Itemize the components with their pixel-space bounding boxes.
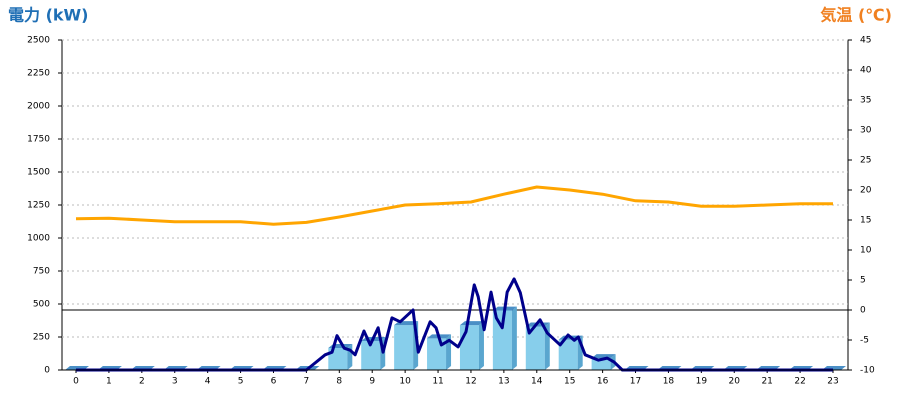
bar: [492, 306, 517, 370]
y2-tick-label: 30: [860, 126, 872, 136]
y-tick-label: 1500: [27, 168, 50, 178]
bar-face: [591, 358, 611, 370]
x-tick-label: 17: [630, 377, 641, 387]
bar-face: [558, 339, 578, 370]
bar-face: [459, 325, 479, 370]
y2-tick-label: 45: [860, 36, 871, 46]
bar-face: [525, 326, 545, 370]
y-tick-label: 0: [44, 366, 50, 376]
x-tick-label: 22: [794, 377, 805, 387]
y2-tick-label: 5: [860, 276, 866, 286]
x-tick-label: 13: [498, 377, 509, 387]
x-tick-label: 1: [106, 377, 112, 387]
x-tick-label: 11: [432, 377, 443, 387]
y2-tick-label: -5: [860, 336, 869, 346]
y-tick-label: 2000: [27, 102, 50, 112]
y2-tick-label: 0: [860, 306, 866, 316]
x-tick-label: 3: [172, 377, 178, 387]
x-tick-label: 16: [597, 377, 609, 387]
y-tick-label: 500: [33, 300, 50, 310]
y-tick-label: 2250: [27, 69, 50, 79]
x-tick-label: 8: [336, 377, 342, 387]
bar-face: [394, 325, 414, 370]
line: [75, 185, 833, 226]
bar-face: [511, 306, 517, 370]
bar-face: [446, 334, 452, 370]
x-tick-label: 19: [696, 377, 708, 387]
x-tick-label: 7: [304, 377, 310, 387]
x-tick-label: 15: [564, 377, 575, 387]
x-tick-label: 21: [761, 377, 772, 387]
x-tick-label: 20: [729, 377, 741, 387]
y2-tick-label: 25: [860, 156, 871, 166]
bar-face: [591, 354, 616, 359]
x-tick-label: 9: [369, 377, 375, 387]
bar-face: [347, 343, 353, 370]
y2-tick-label: -10: [860, 366, 875, 376]
bar-face: [478, 321, 484, 370]
x-tick-label: 6: [271, 377, 277, 387]
y-tick-label: 1750: [27, 135, 50, 145]
x-tick-label: 4: [205, 377, 211, 387]
x-tick-label: 18: [663, 377, 675, 387]
y2-tick-label: 35: [860, 96, 871, 106]
x-tick-label: 10: [399, 377, 411, 387]
x-tick-label: 23: [827, 377, 838, 387]
chart-title: 電力 (kW): [8, 6, 89, 25]
y2-tick-label: 10: [860, 246, 872, 256]
y2-tick-label: 20: [860, 186, 872, 196]
bar-face: [361, 340, 381, 370]
line: [76, 277, 833, 372]
y2-tick-label: 15: [860, 216, 871, 226]
x-tick-label: 2: [139, 377, 145, 387]
bar: [394, 321, 419, 370]
x-tick-label: 5: [238, 377, 244, 387]
x-tick-label: 14: [531, 377, 543, 387]
y-tick-label: 2500: [27, 36, 50, 46]
bar-face: [492, 310, 512, 370]
x-tick-label: 12: [465, 377, 476, 387]
x-tick-label: 0: [73, 377, 79, 387]
y-tick-label: 250: [33, 333, 50, 343]
y-tick-label: 1250: [27, 201, 50, 211]
y2-title: 気温 (℃): [820, 6, 892, 25]
y-tick-label: 750: [33, 267, 50, 277]
bar-face: [328, 347, 348, 370]
y2-tick-label: 40: [860, 66, 872, 76]
bar: [459, 321, 484, 370]
y-tick-label: 1000: [27, 234, 50, 244]
